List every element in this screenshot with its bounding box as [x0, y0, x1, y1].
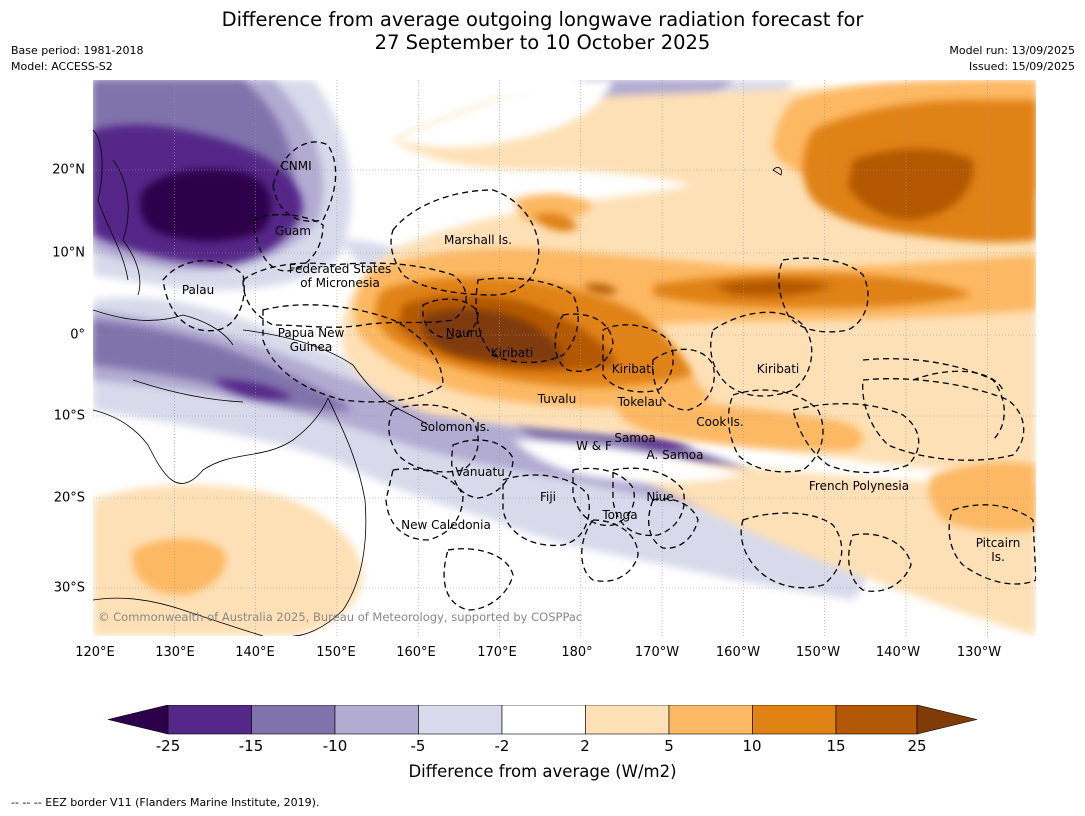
gridlines	[93, 80, 1036, 636]
field-negative-overlay	[393, 80, 743, 483]
meta-left: Base period: 1981-2018 Model: ACCESS-S2	[11, 43, 143, 75]
y-tick-label: 30°S	[53, 580, 85, 596]
model-run: Model run: 13/09/2025	[949, 44, 1075, 57]
base-period: Base period: 1981-2018	[11, 44, 144, 57]
colorbar-bin	[251, 705, 336, 735]
colorbar-bin	[501, 705, 586, 735]
x-tick-label: 140°E	[235, 645, 275, 660]
colorbar-tick: 2	[580, 737, 590, 755]
colorbar-extend-high	[916, 705, 978, 735]
colorbar-extend-low	[108, 705, 169, 735]
region-label-cook-is: Cook Is.	[696, 415, 744, 429]
region-label-new-caledonia: New Caledonia	[401, 518, 491, 532]
colorbar-bin	[418, 705, 503, 735]
x-tick-label: 160°W	[715, 645, 761, 660]
colorbar-label: Difference from average (W/m2)	[408, 762, 677, 781]
colorbar-tick: -5	[410, 737, 426, 755]
y-tick-label: 10°N	[52, 245, 85, 261]
colorbar-bin	[835, 705, 918, 735]
colorbar	[108, 705, 978, 735]
region-label-guam: Guam	[275, 224, 311, 238]
region-label-kiribati-central: Kiribati	[611, 362, 655, 376]
x-tick-label: 150°E	[316, 645, 356, 660]
colorbar-tick: 5	[664, 737, 674, 755]
region-label-vanuatu: Vanuatu	[455, 465, 505, 479]
region-label-pitcairn-is: Pitcairn Is.	[975, 536, 1021, 564]
region-label-kiribati-east: Kiribati	[756, 362, 800, 376]
region-label-marshall-is: Marshall Is.	[444, 233, 512, 247]
region-label-micronesia: Federated States of Micronesia	[288, 262, 392, 290]
region-label-tonga: Tonga	[602, 508, 638, 522]
colorbar-tick: -10	[322, 737, 348, 755]
colorbar-tick: 15	[826, 737, 846, 755]
region-label-palau: Palau	[181, 283, 215, 297]
y-tick-label: 20°N	[52, 162, 85, 178]
x-tick-label: 160°E	[396, 645, 436, 660]
region-label-american-samoa: A. Samoa	[646, 448, 704, 462]
region-label-solomon-is: Solomon Is.	[420, 420, 490, 434]
field-positive-extreme	[422, 308, 563, 364]
eez-footnote: -- -- -- EEZ border V11 (Flanders Marine…	[11, 796, 320, 809]
colorbar-bin	[585, 705, 670, 735]
x-tick-label: 150°W	[795, 645, 841, 660]
field-negative-extreme	[140, 169, 272, 242]
colorbar-tick: 10	[742, 737, 762, 755]
region-label-wallis-futuna: W & F	[576, 439, 612, 453]
issued-date: Issued: 15/09/2025	[968, 60, 1075, 73]
region-label-fiji: Fiji	[539, 490, 557, 504]
coastlines	[93, 129, 782, 636]
colorbar-bin	[167, 705, 252, 735]
x-tick-label: 120°E	[75, 645, 115, 660]
colorbar-tick: 25	[907, 737, 927, 755]
x-tick-label: 140°W	[875, 645, 921, 660]
colorbar-tick: -25	[155, 737, 181, 755]
x-tick-label: 180°	[561, 645, 593, 660]
title-line-2: 27 September to 10 October 2025	[374, 31, 711, 54]
y-tick-label: 10°S	[53, 408, 85, 424]
region-label-papua-new-guinea: Papua New Guinea	[277, 326, 345, 354]
region-label-nauru: Nauru	[445, 326, 483, 340]
region-label-niue: Niue	[646, 490, 674, 504]
region-label-tokelau: Tokelau	[617, 395, 663, 409]
chart-title: Difference from average outgoing longwav…	[0, 8, 1085, 54]
anomaly-map	[93, 80, 1036, 636]
model-name: Model: ACCESS-S2	[11, 60, 113, 73]
x-tick-label: 170°W	[634, 645, 680, 660]
anomaly-map-svg	[93, 80, 1036, 636]
region-label-samoa: Samoa	[614, 431, 656, 445]
meta-right: Model run: 13/09/2025 Issued: 15/09/2025	[949, 43, 1075, 75]
eez-borders	[162, 141, 1036, 611]
colorbar-bin	[668, 705, 753, 735]
title-line-1: Difference from average outgoing longwav…	[221, 8, 864, 31]
y-tick-label: 0°	[70, 327, 85, 343]
region-label-tuvalu: Tuvalu	[537, 392, 577, 406]
x-tick-label: 170°E	[477, 645, 517, 660]
colorbar-bin	[334, 705, 419, 735]
colorbar-bin	[752, 705, 837, 735]
colorbar-tick: -2	[494, 737, 510, 755]
region-label-cnmi: CNMI	[280, 159, 312, 173]
copyright-notice: © Commonwealth of Australia 2025, Bureau…	[98, 610, 583, 624]
x-tick-label: 130°W	[956, 645, 1002, 660]
region-label-french-polynesia: French Polynesia	[808, 479, 910, 493]
x-tick-label: 130°E	[155, 645, 195, 660]
y-tick-label: 20°S	[53, 490, 85, 506]
colorbar-tick: -15	[238, 737, 264, 755]
region-label-kiribati-west: Kiribati	[490, 346, 534, 360]
